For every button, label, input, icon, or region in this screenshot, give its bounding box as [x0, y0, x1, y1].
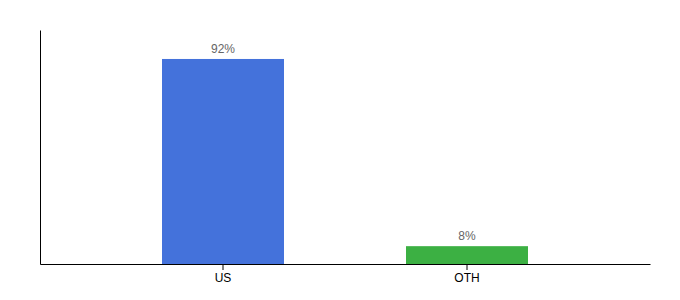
data-label: 92% — [211, 42, 235, 56]
y-axis-line — [40, 31, 41, 265]
x-tick-label: OTH — [454, 271, 479, 285]
x-tick: US — [215, 264, 232, 285]
x-tick-label: US — [215, 271, 232, 285]
x-axis: US OTH — [41, 264, 651, 285]
x-tick-mark — [223, 264, 224, 270]
plot: US OTH 92% 8% — [41, 31, 651, 285]
x-tick: OTH — [454, 264, 479, 285]
y-axis — [40, 31, 41, 265]
data-label: 8% — [458, 229, 476, 243]
bars — [162, 59, 528, 264]
bar — [162, 59, 284, 264]
bar — [406, 246, 528, 264]
x-axis-line — [41, 264, 651, 265]
x-tick-mark — [467, 264, 468, 270]
chart: US OTH 92% 8% — [0, 0, 680, 300]
data-labels: 92% 8% — [211, 42, 476, 243]
